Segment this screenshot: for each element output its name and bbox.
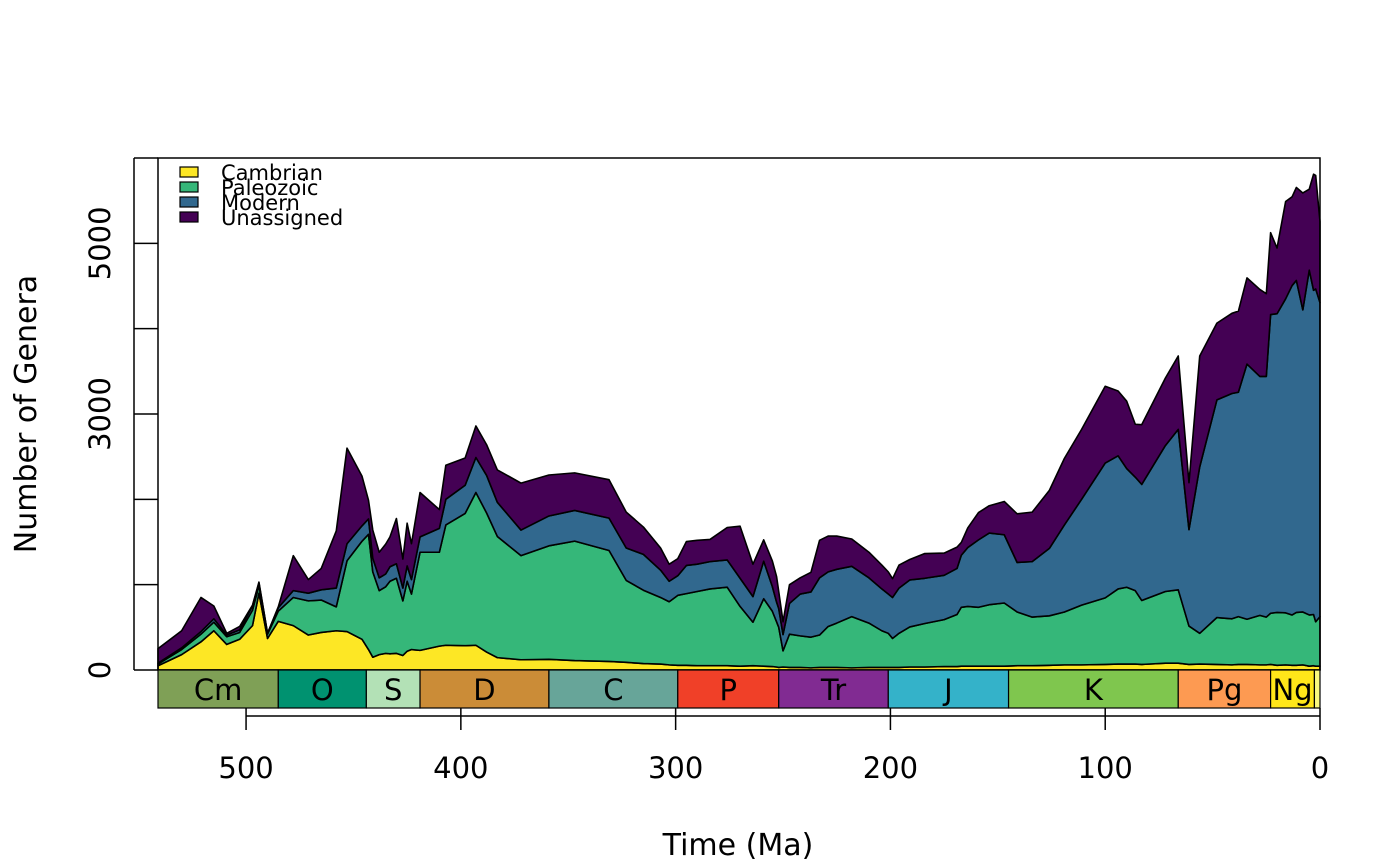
period-quaternary (1313, 669, 1321, 709)
period-label: Ng (1272, 673, 1312, 707)
x-axis: 500 400 300 200 100 0 (218, 708, 1329, 785)
period-label: D (473, 673, 495, 707)
y-axis-label: Number of Genera (9, 275, 44, 553)
period-pg (1177, 669, 1272, 709)
legend-label-modern: Modern (221, 191, 300, 215)
period-label: J (942, 673, 953, 707)
y-axis: 0 3000 5000 (83, 157, 158, 679)
period-label: P (720, 673, 738, 707)
y-tick-label: 3000 (83, 377, 117, 451)
x-tick-label: 300 (648, 751, 703, 785)
legend-swatch-modern (179, 196, 199, 208)
period-label: K (1084, 673, 1104, 707)
legend-swatch-cambrian (179, 166, 199, 178)
period-tr (778, 669, 889, 709)
geologic-timescale: Cm O S D C P Tr J K Pg Ng (157, 669, 1321, 709)
period-label: Tr (820, 673, 846, 707)
period-o (277, 669, 367, 709)
y-tick-label: 0 (83, 661, 117, 679)
period-cm (157, 669, 279, 709)
x-tick-label: 100 (1078, 751, 1133, 785)
y-tick-label: 5000 (83, 206, 117, 280)
period-c (548, 669, 679, 709)
x-axis-label: Time (Ma) (662, 828, 814, 863)
period-ng (1269, 669, 1316, 709)
period-k (1007, 669, 1179, 709)
period-label: Pg (1206, 673, 1242, 707)
period-j (887, 669, 1010, 709)
legend-label-paleozoic: Paleozoic (221, 176, 318, 200)
x-tick-label: 400 (433, 751, 488, 785)
period-label: O (311, 673, 334, 707)
x-tick-label: 200 (863, 751, 918, 785)
period-label: S (384, 673, 402, 707)
period-label: C (603, 673, 623, 707)
period-d (419, 669, 550, 709)
x-tick-label: 500 (218, 751, 273, 785)
legend-swatch-paleozoic (179, 181, 199, 193)
plot-areas (157, 173, 1321, 671)
period-label: Cm (194, 673, 243, 707)
period-s (365, 669, 421, 709)
x-tick-label: 0 (1311, 751, 1329, 785)
legend-label-unassigned: Unassigned (221, 206, 343, 230)
legend-swatch-unassigned (179, 211, 199, 223)
legend-label-cambrian: Cambrian (221, 161, 323, 185)
